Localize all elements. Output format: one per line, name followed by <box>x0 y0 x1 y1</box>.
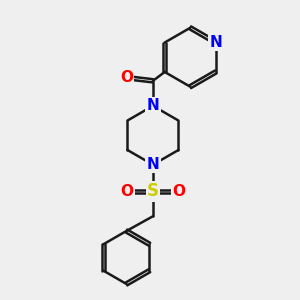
Text: N: N <box>147 98 159 113</box>
Text: N: N <box>147 157 159 172</box>
Text: S: S <box>147 182 159 200</box>
Text: O: O <box>120 70 133 86</box>
Text: O: O <box>172 184 185 199</box>
Text: N: N <box>209 35 222 50</box>
Text: O: O <box>121 184 134 199</box>
